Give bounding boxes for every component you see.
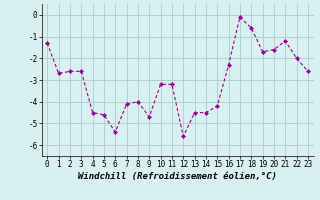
X-axis label: Windchill (Refroidissement éolien,°C): Windchill (Refroidissement éolien,°C): [78, 172, 277, 181]
